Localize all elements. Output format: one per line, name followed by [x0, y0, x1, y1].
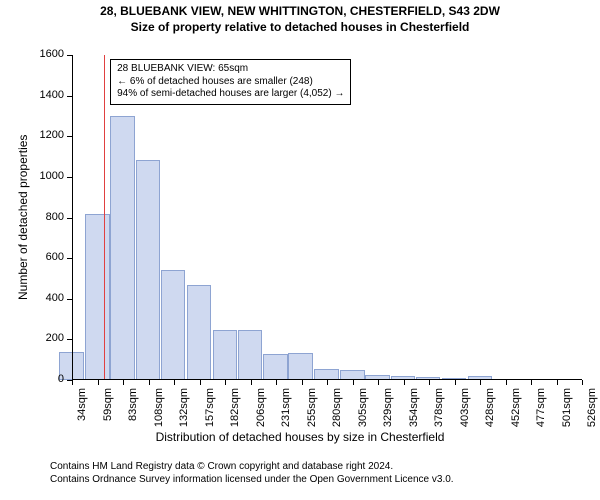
x-tick-label: 182sqm [229, 388, 241, 436]
bar [110, 116, 135, 380]
x-tick-label: 501sqm [561, 388, 573, 436]
bar [263, 354, 288, 380]
y-tick-label: 0 [30, 373, 64, 385]
attribution-line-2: Contains Ordnance Survey information lic… [50, 473, 454, 486]
x-tick [200, 380, 201, 385]
y-tick [67, 177, 72, 178]
reference-line [104, 55, 105, 380]
x-tick-label: 231sqm [280, 388, 292, 436]
bar [213, 330, 238, 380]
x-tick [378, 380, 379, 385]
x-tick-label: 157sqm [204, 388, 216, 436]
x-tick [557, 380, 558, 385]
x-tick [98, 380, 99, 385]
y-tick-label: 800 [30, 211, 64, 223]
x-tick [225, 380, 226, 385]
y-tick [67, 96, 72, 97]
x-tick-label: 59sqm [102, 388, 114, 436]
attribution-line-1: Contains HM Land Registry data © Crown c… [50, 460, 454, 473]
x-tick [276, 380, 277, 385]
x-tick-label: 403sqm [459, 388, 471, 436]
attribution-text: Contains HM Land Registry data © Crown c… [50, 460, 454, 486]
y-axis-label: Number of detached properties [16, 135, 30, 300]
y-tick [67, 299, 72, 300]
bar [161, 270, 186, 380]
annotation-line-3: 94% of semi-detached houses are larger (… [117, 88, 344, 101]
x-tick-label: 428sqm [484, 388, 496, 436]
bar [136, 160, 161, 380]
x-tick [302, 380, 303, 385]
x-tick-label: 305sqm [357, 388, 369, 436]
y-tick-label: 1400 [30, 89, 64, 101]
y-tick-label: 200 [30, 332, 64, 344]
x-tick-label: 526sqm [586, 388, 598, 436]
y-tick-label: 600 [30, 251, 64, 263]
y-tick [67, 136, 72, 137]
x-tick [353, 380, 354, 385]
bar [85, 214, 110, 380]
y-axis [72, 55, 73, 380]
bar [288, 353, 313, 380]
y-tick-label: 400 [30, 292, 64, 304]
x-tick [327, 380, 328, 385]
x-tick-label: 329sqm [382, 388, 394, 436]
x-tick [149, 380, 150, 385]
x-tick-label: 108sqm [153, 388, 165, 436]
y-tick [67, 258, 72, 259]
x-tick-label: 34sqm [76, 388, 88, 436]
y-tick-label: 1000 [30, 170, 64, 182]
x-tick-label: 477sqm [535, 388, 547, 436]
x-tick [429, 380, 430, 385]
x-tick-label: 83sqm [127, 388, 139, 436]
x-tick [404, 380, 405, 385]
y-tick-label: 1600 [30, 48, 64, 60]
y-tick [67, 218, 72, 219]
x-tick-label: 280sqm [331, 388, 343, 436]
x-tick [251, 380, 252, 385]
x-tick-label: 354sqm [408, 388, 420, 436]
x-tick [480, 380, 481, 385]
bar [187, 285, 212, 380]
x-tick [531, 380, 532, 385]
x-tick [455, 380, 456, 385]
x-tick-label: 378sqm [433, 388, 445, 436]
y-tick [67, 339, 72, 340]
x-tick-label: 255sqm [306, 388, 318, 436]
annotation-box: 28 BLUEBANK VIEW: 65sqm ← 6% of detached… [110, 59, 351, 105]
annotation-line-1: 28 BLUEBANK VIEW: 65sqm [117, 63, 344, 76]
x-tick [506, 380, 507, 385]
x-tick [72, 380, 73, 385]
x-tick-label: 132sqm [178, 388, 190, 436]
x-tick [582, 380, 583, 385]
x-tick-label: 452sqm [510, 388, 522, 436]
x-tick [174, 380, 175, 385]
x-tick-label: 206sqm [255, 388, 267, 436]
x-tick [123, 380, 124, 385]
chart-title-sub: Size of property relative to detached ho… [0, 20, 600, 34]
chart-title-address: 28, BLUEBANK VIEW, NEW WHITTINGTON, CHES… [0, 4, 600, 18]
y-tick-label: 1200 [30, 129, 64, 141]
y-tick [67, 55, 72, 56]
bar [238, 330, 263, 380]
annotation-line-2: ← 6% of detached houses are smaller (248… [117, 76, 344, 89]
